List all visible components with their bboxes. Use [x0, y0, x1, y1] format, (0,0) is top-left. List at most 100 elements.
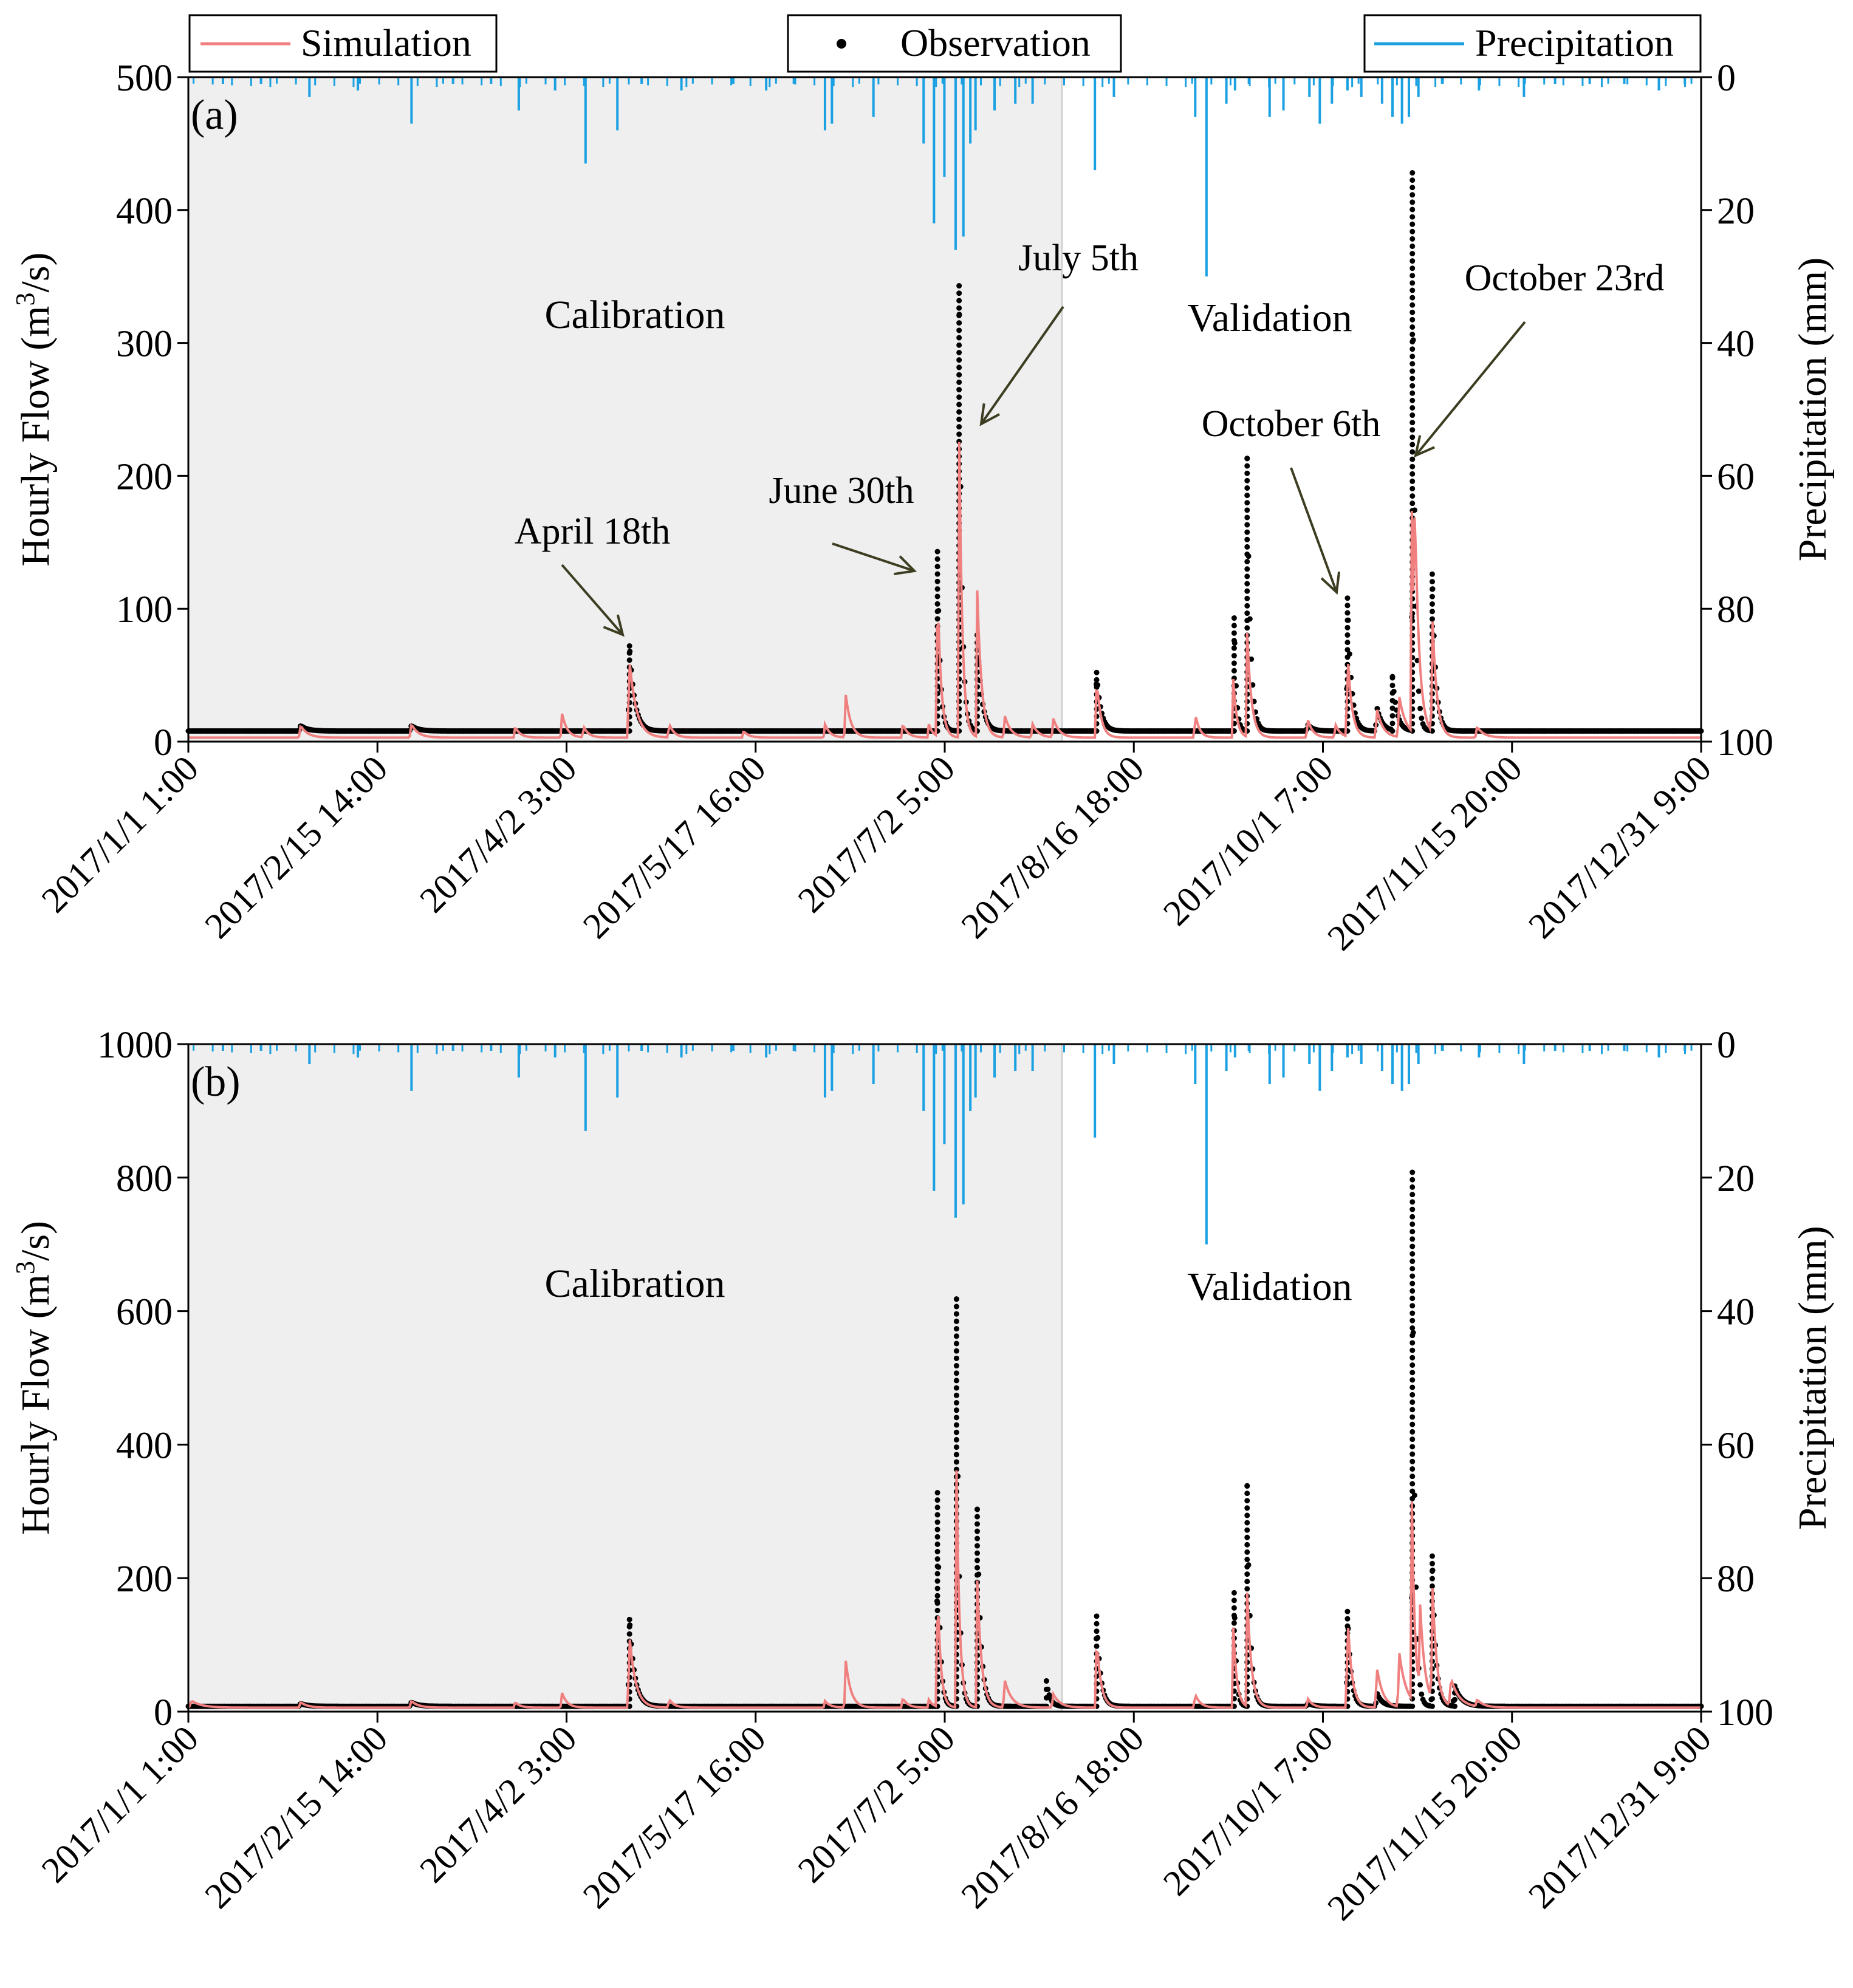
observation-point [1409, 221, 1416, 227]
observation-point [1409, 316, 1416, 323]
annotation-arrow [980, 306, 1064, 425]
annotation-arrowhead [979, 403, 1000, 426]
y-axis-title: Hourly Flow (m3/s) [10, 1221, 58, 1535]
observation-point [1244, 1512, 1250, 1518]
x-tick-label: 2017/1/1 1:00 [34, 748, 207, 921]
observation-point [1419, 716, 1425, 722]
observation-point [1344, 1623, 1351, 1629]
observation-point [1409, 1436, 1416, 1443]
observation-point [1429, 1576, 1435, 1582]
observation-point [1409, 485, 1416, 491]
annotation-arrow [561, 564, 624, 636]
observation-point [1409, 1199, 1416, 1205]
x-tick-label: 2017/4/2 3:00 [412, 748, 584, 921]
observation-point [1244, 493, 1250, 499]
observation-point [1244, 529, 1250, 535]
observation-point [1094, 1613, 1100, 1619]
observation-point [1409, 1421, 1416, 1427]
observation-point [934, 578, 940, 584]
observation-point [626, 643, 632, 649]
y-tick-label: 0 [154, 722, 173, 763]
observation-point [934, 1534, 940, 1540]
observation-point [1244, 1542, 1250, 1548]
observation-point [1244, 456, 1250, 462]
x-tick-label: 2017/11/15 20:00 [1320, 748, 1530, 958]
observation-point [1409, 1384, 1416, 1390]
legend-observation-swatch [837, 39, 846, 49]
observation-point [1409, 368, 1416, 374]
precip-tick-label: 20 [1717, 191, 1755, 232]
legend-observation: Observation [787, 14, 1122, 73]
observation-point [934, 1512, 940, 1518]
observation-point [1409, 1317, 1416, 1324]
y-tick-label: 500 [116, 58, 173, 99]
observation-point [953, 1296, 959, 1302]
observation-point [1409, 442, 1416, 448]
observation-point [956, 409, 962, 415]
observation-point [626, 650, 632, 656]
observation-point [626, 1616, 632, 1622]
observation-point [1344, 624, 1351, 630]
panel-b: 0 200 400 600 800 1000 0 20 40 60 80 100 2017/1/1 1:… [10, 1025, 1835, 1928]
x-tick-label: 2017/12/31 9:00 [1521, 1718, 1719, 1916]
observation-point [953, 1444, 959, 1450]
panel-a: 0 100 200 300 400 500 0 20 40 60 80 100 2017/1/1 1:0… [10, 58, 1835, 958]
observation-point [1409, 1458, 1416, 1464]
observation-point [1409, 1488, 1416, 1494]
observation-point [1409, 339, 1416, 345]
observation-point [1409, 1325, 1416, 1331]
observation-point [1244, 477, 1250, 483]
observation-point [1409, 1221, 1416, 1227]
observation-point [1409, 207, 1416, 213]
observation-point [1409, 1296, 1416, 1302]
observation-point [1389, 697, 1396, 703]
observation-point [626, 1631, 632, 1637]
y-tick-label: 600 [116, 1292, 173, 1333]
observation-point [953, 1355, 959, 1361]
observation-point [1409, 354, 1416, 360]
x-tick-label: 2017/7/2 5:00 [790, 748, 963, 921]
observation-point [1231, 1620, 1237, 1626]
observation-point [1409, 1429, 1416, 1435]
observation-point [956, 312, 962, 318]
precip-tick-label: 60 [1717, 1425, 1755, 1466]
observation-point [1344, 647, 1351, 653]
validation-label: Validation [1187, 296, 1352, 340]
observation-point [1409, 427, 1416, 433]
observation-point [1094, 677, 1100, 683]
precipitation-axis-title: Precipitation (mm) [1790, 258, 1835, 561]
observation-point [1244, 552, 1250, 558]
observation-point [1244, 507, 1250, 513]
observation-point [934, 556, 940, 562]
observation-point [934, 1600, 940, 1606]
observation-point [1409, 456, 1416, 462]
observation-point [1417, 705, 1423, 711]
observation-point [934, 1608, 940, 1614]
observation-point [1409, 1184, 1416, 1190]
observation-point [1409, 1169, 1416, 1175]
observation-point [1409, 287, 1416, 293]
observation-point [1409, 243, 1416, 249]
y-tick-label: 400 [116, 191, 173, 232]
y-axis-title: Hourly Flow (m3/s) [10, 253, 58, 567]
observation-point [956, 364, 962, 371]
observation-point [1244, 603, 1250, 609]
observation-point [1409, 1243, 1416, 1249]
annotation-label: October 6th [1202, 403, 1380, 445]
observation-point [1231, 1613, 1237, 1619]
annotation: June 30th [769, 470, 917, 576]
y-tick-label: 200 [116, 456, 173, 497]
observation-point [1248, 656, 1255, 662]
observation-point [1409, 1266, 1416, 1272]
observation-point [1409, 1333, 1416, 1339]
observation-point [1409, 420, 1416, 426]
annotation-label: October 23rd [1465, 258, 1665, 299]
observation-point [1409, 1229, 1416, 1235]
observation-point [1409, 332, 1416, 338]
observation-point [1409, 434, 1416, 440]
observation-point [1409, 383, 1416, 389]
precip-tick-label: 60 [1717, 456, 1755, 497]
observation-point [1244, 595, 1250, 601]
observation-point [1409, 1703, 1416, 1709]
